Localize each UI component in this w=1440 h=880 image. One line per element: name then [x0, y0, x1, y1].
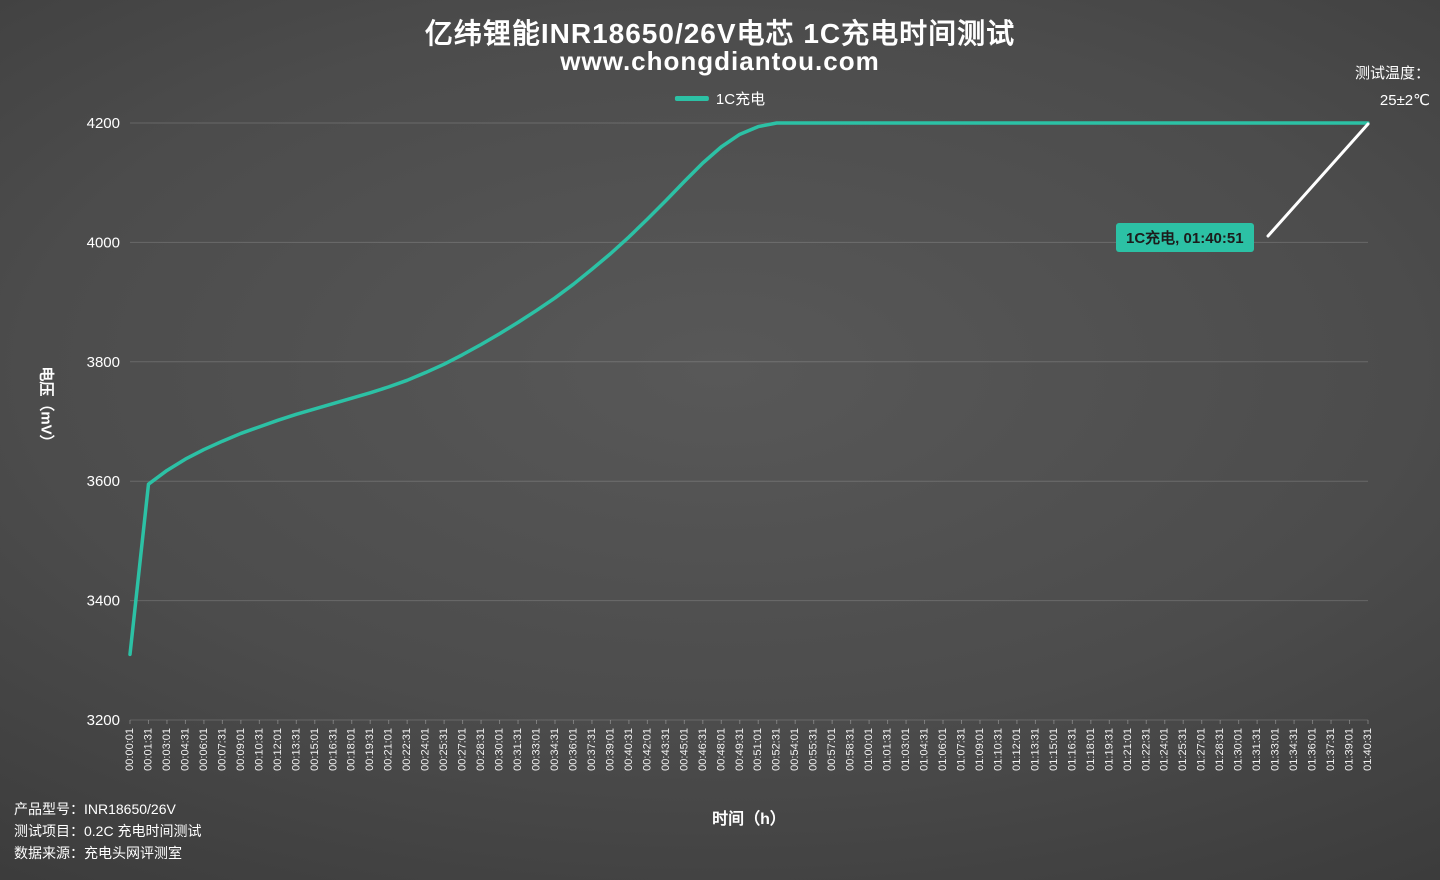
x-tick-label: 00:48:01: [715, 728, 727, 771]
x-tick-label: 00:01:31: [142, 728, 154, 771]
y-tick-label: 4000: [87, 234, 120, 251]
x-tick-label: 01:27:01: [1196, 728, 1208, 771]
x-tick-label: 01:12:01: [1011, 728, 1023, 771]
x-tick-label: 00:33:01: [531, 728, 543, 771]
x-tick-label: 00:42:01: [641, 728, 653, 771]
x-tick-label: 00:49:31: [734, 728, 746, 771]
chart-subtitle: www.chongdiantou.com: [560, 46, 880, 76]
x-tick-label: 01:10:31: [992, 728, 1004, 771]
x-tick-label: 01:07:31: [955, 728, 967, 771]
y-tick-label: 3800: [87, 354, 120, 371]
x-tick-label: 01:30:01: [1233, 728, 1245, 771]
series-line-1c-charge[interactable]: [128, 121, 1370, 657]
x-tick-label: 00:55:31: [808, 728, 820, 771]
x-tick-label: 01:06:01: [937, 728, 949, 771]
y-tick-label: 4200: [87, 115, 120, 132]
x-tick-label: 01:33:01: [1270, 728, 1282, 771]
x-tick-label: 00:04:31: [179, 728, 191, 771]
x-tick-label: 01:34:31: [1288, 728, 1300, 771]
x-tick-label: 01:21:01: [1122, 728, 1134, 771]
x-tick-label: 00:51:01: [752, 728, 764, 771]
x-tick-label: 00:10:31: [253, 728, 265, 771]
x-tick-label: 00:09:01: [235, 728, 247, 771]
x-tick-label: 01:28:31: [1214, 728, 1226, 771]
x-tick-label: 00:30:01: [494, 728, 506, 771]
x-tick-label: 00:21:01: [383, 728, 395, 771]
x-tick-label: 00:52:31: [771, 728, 783, 771]
chart-title: 亿纬锂能INR18650/26V电芯 1C充电时间测试: [424, 18, 1016, 49]
x-tick-label: 01:00:01: [863, 728, 875, 771]
x-tick-label: 00:28:31: [475, 728, 487, 771]
legend-label: 1C充电: [715, 91, 766, 108]
x-tick-label: 01:24:01: [1159, 728, 1171, 771]
x-tick-label: 00:31:31: [512, 728, 524, 771]
x-tick-label: 01:31:31: [1251, 728, 1263, 771]
x-tick-label: 00:54:01: [789, 728, 801, 771]
x-tick-label: 00:00:01: [124, 728, 136, 771]
x-tick-label: 00:36:01: [567, 728, 579, 771]
annotation-leader-line: [1266, 122, 1370, 238]
footer-test-item: 测试项目：0.2C 充电时间测试: [14, 823, 202, 839]
x-tick-label: 00:16:31: [327, 728, 339, 771]
x-tick-label: 00:24:01: [420, 728, 432, 771]
x-tick-label: 00:39:01: [604, 728, 616, 771]
footer-data-source: 数据来源：充电头网评测室: [14, 845, 182, 861]
footer-product-model: 产品型号：INR18650/26V: [14, 801, 176, 817]
x-tick-label: 00:18:01: [346, 728, 358, 771]
x-tick-label: 01:22:31: [1140, 728, 1152, 771]
y-tick-label: 3600: [87, 473, 120, 490]
x-tick-label: 01:39:01: [1344, 728, 1356, 771]
x-tick-label: 01:37:31: [1325, 728, 1337, 771]
x-tick-label: 00:13:31: [290, 728, 302, 771]
x-tick-label: 00:19:31: [364, 728, 376, 771]
x-tick-label: 01:03:01: [900, 728, 912, 771]
x-tick-label: 01:09:01: [974, 728, 986, 771]
x-tick-label: 00:27:01: [457, 728, 469, 771]
x-tick-label: 00:40:31: [623, 728, 635, 771]
x-tick-label: 01:01:31: [882, 728, 894, 771]
x-tick-label: 01:13:31: [1029, 728, 1041, 771]
legend-line-swatch: [674, 96, 709, 101]
x-tick-label: 00:43:31: [660, 728, 672, 771]
footer-info: 产品型号：INR18650/26V 测试项目：0.2C 充电时间测试 数据来源：…: [14, 798, 201, 864]
x-tick-label: 00:06:01: [198, 728, 210, 771]
x-tick-label: 00:46:31: [697, 728, 709, 771]
x-tick-label: 01:18:01: [1085, 728, 1097, 771]
x-tick-label: 00:45:01: [678, 728, 690, 771]
x-tick-label: 01:40:31: [1362, 728, 1374, 771]
x-axis-title: 时间（h）: [712, 811, 786, 828]
x-tick-label: 00:15:01: [309, 728, 321, 771]
x-tick-label: 00:22:31: [401, 728, 413, 771]
x-tick-label: 01:19:31: [1103, 728, 1115, 771]
temperature-note-line2: 25±2℃: [1379, 92, 1430, 109]
x-tick-label: 01:25:31: [1177, 728, 1189, 771]
endpoint-annotation: 1C充电, 01:40:51: [1116, 223, 1254, 252]
x-tick-label: 00:07:31: [216, 728, 228, 771]
x-tick-label: 00:25:31: [438, 728, 450, 771]
x-tick-label: 00:03:01: [161, 728, 173, 771]
x-tick-label: 00:37:31: [586, 728, 598, 771]
legend[interactable]: 1C充电: [674, 88, 766, 109]
x-tick-label: 00:57:01: [826, 728, 838, 771]
y-tick-label: 3200: [87, 712, 120, 729]
temperature-note-line1: 测试温度：: [1354, 65, 1430, 82]
x-tick-label: 01:15:01: [1048, 728, 1060, 771]
x-tick-label: 01:16:31: [1066, 728, 1078, 771]
x-tick-label: 00:58:31: [845, 728, 857, 771]
x-tick-label: 00:12:01: [272, 728, 284, 771]
x-tick-label: 01:36:01: [1307, 728, 1319, 771]
x-tick-label: 01:04:31: [919, 728, 931, 771]
y-tick-label: 3400: [87, 593, 120, 610]
temperature-note: 测试温度： 25±2℃: [1355, 60, 1430, 114]
x-tick-label: 00:34:31: [549, 728, 561, 771]
